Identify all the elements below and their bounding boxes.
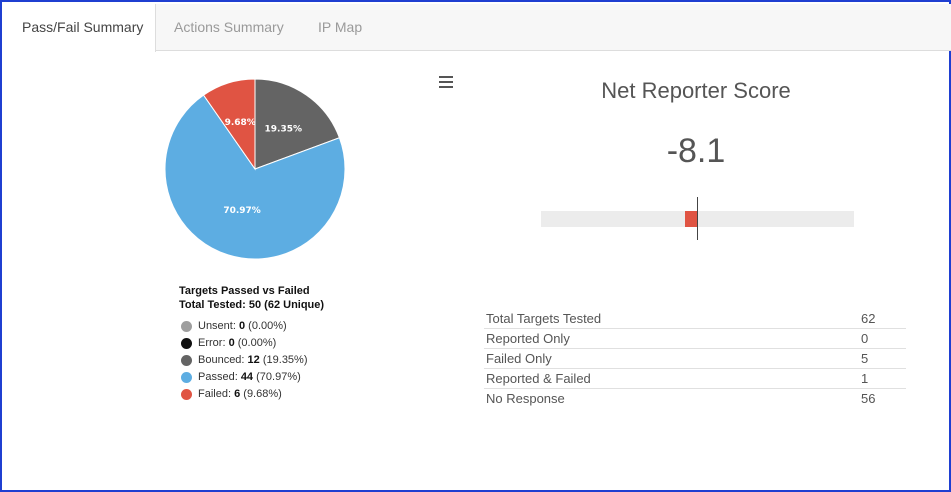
legend-subtitle: Total Tested: 50 (62 Unique) xyxy=(179,299,325,311)
legend-percent: (70.97%) xyxy=(256,371,301,383)
menu-line xyxy=(439,81,453,83)
legend-percent: (9.68%) xyxy=(243,388,282,400)
pie-slice-passed[interactable] xyxy=(164,94,346,260)
tab-actions-summary[interactable]: Actions Summary xyxy=(174,19,284,35)
legend-dot xyxy=(181,389,192,400)
hamburger-menu-icon[interactable] xyxy=(438,75,454,89)
pass-fail-pie-chart: 19.35% 70.97% 9.68% xyxy=(160,74,350,264)
stats-row: No Response 56 xyxy=(484,389,906,409)
menu-line xyxy=(439,76,453,78)
legend-label: Failed: xyxy=(198,388,232,400)
stat-value: 1 xyxy=(861,371,869,386)
legend-label: Error: xyxy=(198,337,226,349)
pie-data-label: 70.97% xyxy=(223,206,261,216)
pie-slice-bounced[interactable] xyxy=(254,78,341,170)
legend-dot xyxy=(181,372,192,383)
legend-percent: (19.35%) xyxy=(262,354,308,366)
stats-row: Reported & Failed 1 xyxy=(484,369,906,389)
score-gauge-fill xyxy=(684,211,698,227)
legend-dot xyxy=(181,321,192,332)
legend-item-failed[interactable]: Failed: 6 (9.68%) xyxy=(181,386,308,403)
legend-count: 12 xyxy=(247,354,260,366)
legend-count: 0 xyxy=(238,320,246,332)
stats-row: Total Targets Tested 62 xyxy=(484,309,906,329)
stats-table: Total Targets Tested 62 Reported Only 0 … xyxy=(484,309,906,409)
legend-item-unsent[interactable]: Unsent: 0 (0.00%) xyxy=(181,318,308,335)
pie-svg: 19.35% 70.97% 9.68% xyxy=(164,78,346,260)
stat-label: Reported & Failed xyxy=(486,371,591,386)
legend-title: Targets Passed vs Failed xyxy=(179,285,310,297)
stat-value: 5 xyxy=(861,351,869,366)
stat-label: Failed Only xyxy=(486,351,552,366)
legend-count: 6 xyxy=(234,388,241,400)
score-gauge-center-marker xyxy=(697,197,698,240)
tab-ip-map[interactable]: IP Map xyxy=(318,19,363,35)
stats-row: Failed Only 5 xyxy=(484,349,906,369)
tab-bar: Pass/Fail Summary Actions Summary IP Map xyxy=(4,4,951,52)
legend-percent: (0.00%) xyxy=(237,337,277,349)
stat-label: Reported Only xyxy=(486,331,570,346)
legend-dot xyxy=(181,338,192,349)
legend-count: 44 xyxy=(240,371,254,383)
score-title: Net Reporter Score xyxy=(601,78,791,103)
pie-data-label: 19.35% xyxy=(265,124,303,134)
legend-count: 0 xyxy=(228,337,235,349)
legend-list: Unsent: 0 (0.00%) Error: 0 (0.00%) Bounc… xyxy=(181,318,308,403)
pie-slice-failed[interactable] xyxy=(202,78,256,171)
legend-dot xyxy=(181,355,192,366)
legend-percent: (0.00%) xyxy=(248,320,287,332)
menu-line xyxy=(439,86,453,88)
legend-label: Passed: xyxy=(198,371,238,383)
legend-header: Targets Passed vs Failed Total Tested: 5… xyxy=(179,284,324,312)
stats-row: Reported Only 0 xyxy=(484,329,906,349)
stat-label: Total Targets Tested xyxy=(486,311,602,326)
score-value: -8.1 xyxy=(666,132,726,170)
stat-value: 0 xyxy=(861,331,869,346)
tab-pass-fail-summary[interactable]: Pass/Fail Summary xyxy=(4,4,156,52)
legend-label: Bounced: xyxy=(198,354,245,366)
legend-item-bounced[interactable]: Bounced: 12 (19.35%) xyxy=(181,352,308,369)
legend-item-error[interactable]: Error: 0 (0.00%) xyxy=(181,335,308,352)
stat-value: 62 xyxy=(861,311,876,326)
legend-item-passed[interactable]: Passed: 44 (70.97%) xyxy=(181,369,308,386)
legend-label: Unsent: xyxy=(198,320,236,332)
pie-data-label: 9.68% xyxy=(225,118,256,128)
stat-label: No Response xyxy=(486,391,565,406)
stat-value: 56 xyxy=(861,391,876,406)
